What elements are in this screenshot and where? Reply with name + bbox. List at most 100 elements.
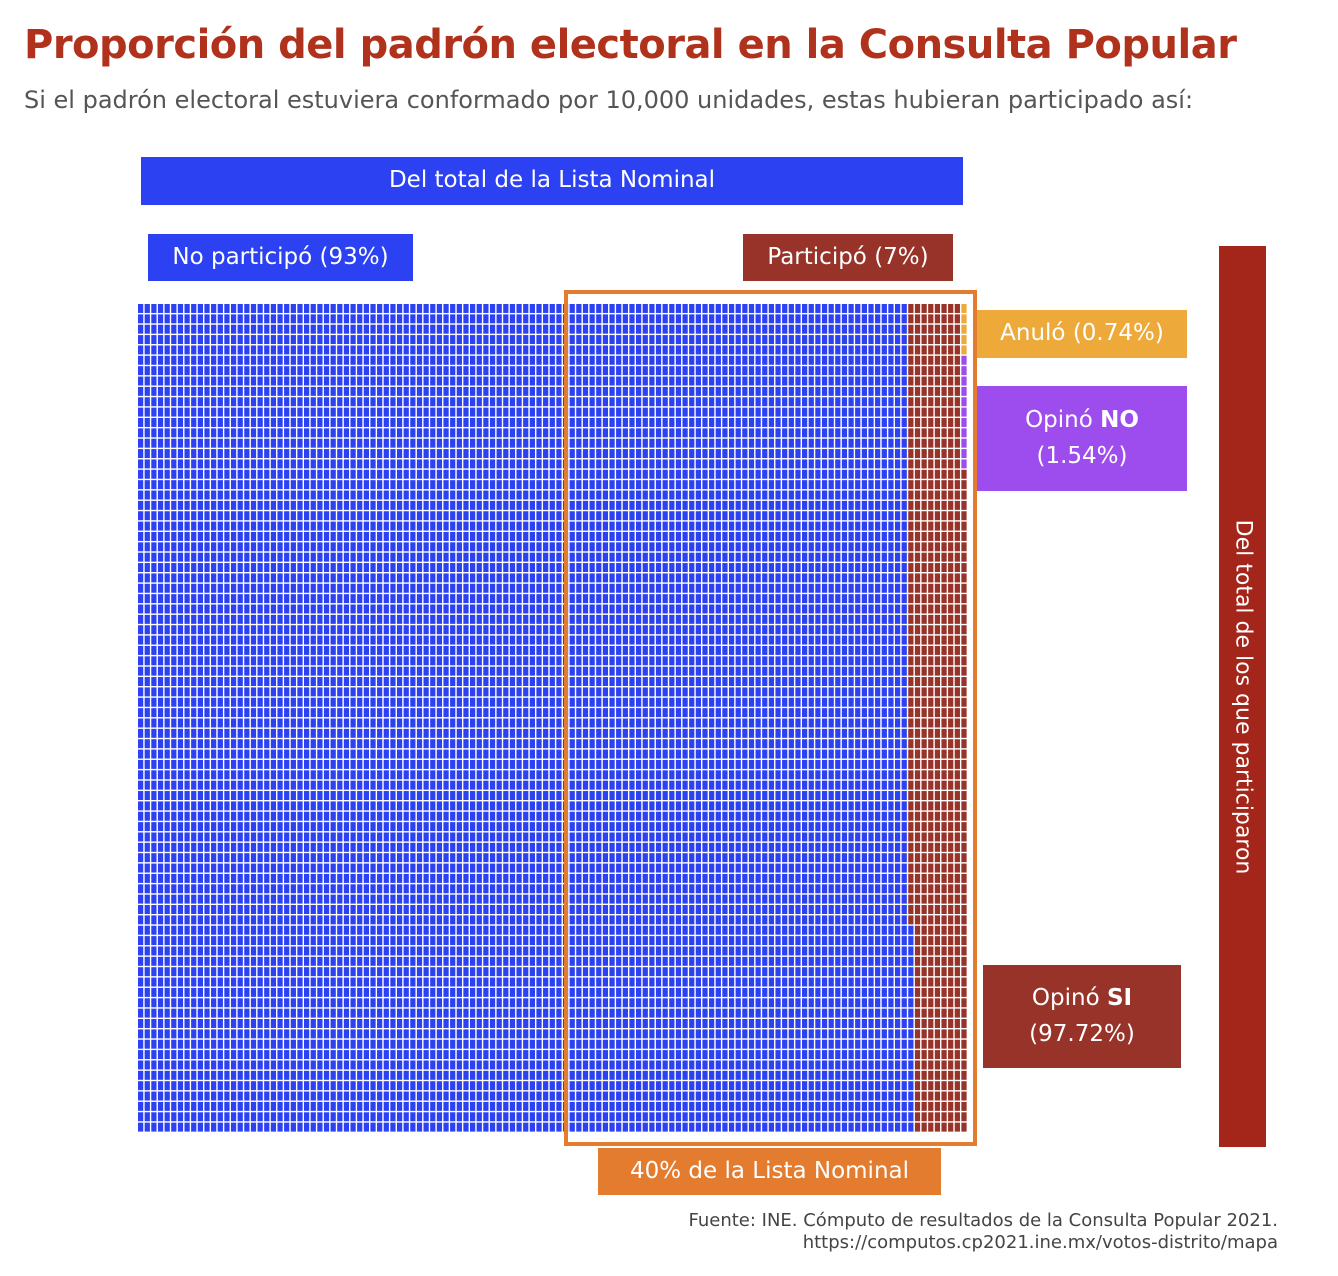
waffle-unit: [815, 407, 821, 417]
waffle-unit: [217, 552, 223, 562]
waffle-unit: [237, 563, 243, 573]
waffle-unit: [861, 480, 867, 490]
waffle-unit: [138, 531, 144, 541]
waffle-unit: [602, 645, 609, 655]
waffle-unit: [616, 573, 622, 583]
waffle-unit: [669, 459, 675, 469]
waffle-unit: [450, 438, 456, 448]
waffle-unit: [430, 531, 436, 541]
waffle-unit: [151, 542, 157, 552]
waffle-unit: [363, 469, 369, 479]
waffle-unit: [516, 438, 522, 448]
waffle-unit: [722, 583, 728, 593]
waffle-unit: [529, 355, 535, 365]
waffle-unit: [509, 480, 516, 490]
waffle-unit: [616, 417, 622, 427]
waffle-unit: [928, 438, 934, 448]
waffle-unit: [350, 459, 356, 469]
waffle-unit: [230, 428, 237, 438]
waffle-unit: [496, 594, 502, 604]
waffle-unit: [775, 604, 781, 614]
waffle-unit: [416, 594, 423, 604]
waffle-unit: [861, 366, 867, 376]
waffle-unit: [390, 542, 396, 552]
waffle-unit: [250, 604, 257, 614]
waffle-unit: [157, 407, 164, 417]
waffle-unit: [244, 645, 250, 655]
waffle-unit: [450, 459, 456, 469]
waffle-unit: [197, 397, 203, 407]
waffle-unit: [642, 407, 648, 417]
waffle-unit: [802, 324, 808, 334]
waffle-unit: [921, 355, 927, 365]
waffle-unit: [211, 552, 217, 562]
waffle-unit: [436, 480, 443, 490]
waffle-unit: [728, 573, 735, 583]
waffle-unit: [489, 335, 496, 345]
waffle-unit: [596, 438, 602, 448]
waffle-unit: [888, 531, 894, 541]
waffle-unit: [875, 625, 881, 635]
waffle-unit: [815, 656, 821, 666]
waffle-unit: [264, 490, 270, 500]
waffle-unit: [762, 366, 768, 376]
waffle-unit: [609, 314, 615, 324]
waffle-unit: [821, 397, 828, 407]
waffle-unit: [954, 417, 960, 427]
waffle-unit: [602, 407, 609, 417]
waffle-unit: [224, 386, 230, 396]
waffle-unit: [430, 614, 436, 624]
waffle-unit: [343, 469, 350, 479]
waffle-unit: [257, 552, 263, 562]
waffle-unit: [828, 511, 834, 521]
waffle-unit: [357, 500, 363, 510]
waffle-unit: [702, 573, 708, 583]
waffle-unit: [928, 531, 934, 541]
waffle-unit: [655, 459, 662, 469]
waffle-unit: [476, 469, 482, 479]
waffle-unit: [191, 511, 197, 521]
waffle-unit: [762, 386, 768, 396]
waffle-unit: [523, 604, 529, 614]
waffle-unit: [423, 697, 429, 707]
waffle-unit: [875, 645, 881, 655]
waffle-unit: [649, 417, 655, 427]
waffle-unit: [901, 500, 907, 510]
waffle-unit: [841, 542, 848, 552]
waffle-unit: [310, 345, 316, 355]
waffle-unit: [383, 469, 389, 479]
waffle-unit: [483, 697, 489, 707]
waffle-unit: [861, 438, 867, 448]
waffle-unit: [363, 438, 369, 448]
waffle-unit: [755, 438, 761, 448]
waffle-unit: [602, 386, 609, 396]
waffle-unit: [629, 386, 635, 396]
waffle-unit: [921, 594, 927, 604]
waffle-unit: [921, 438, 927, 448]
waffle-unit: [549, 304, 555, 313]
waffle-unit: [602, 438, 609, 448]
waffle-unit: [868, 635, 874, 645]
waffle-unit: [483, 459, 489, 469]
waffle-unit: [536, 677, 542, 687]
waffle-unit: [815, 594, 821, 604]
waffle-unit: [609, 645, 615, 655]
waffle-unit: [250, 563, 257, 573]
waffle-unit: [191, 417, 197, 427]
waffle-unit: [629, 335, 635, 345]
waffle-unit: [383, 324, 389, 334]
waffle-unit: [928, 490, 934, 500]
waffle-unit: [795, 345, 801, 355]
waffle-unit: [496, 625, 502, 635]
waffle-unit: [815, 490, 821, 500]
waffle-unit: [204, 594, 210, 604]
waffle-unit: [815, 604, 821, 614]
waffle-unit: [894, 677, 901, 687]
waffle-unit: [250, 521, 257, 531]
waffle-unit: [476, 449, 482, 459]
waffle-unit: [602, 635, 609, 645]
waffle-unit: [244, 355, 250, 365]
waffle-unit: [450, 687, 456, 697]
waffle-unit: [855, 625, 861, 635]
waffle-unit: [875, 355, 881, 365]
